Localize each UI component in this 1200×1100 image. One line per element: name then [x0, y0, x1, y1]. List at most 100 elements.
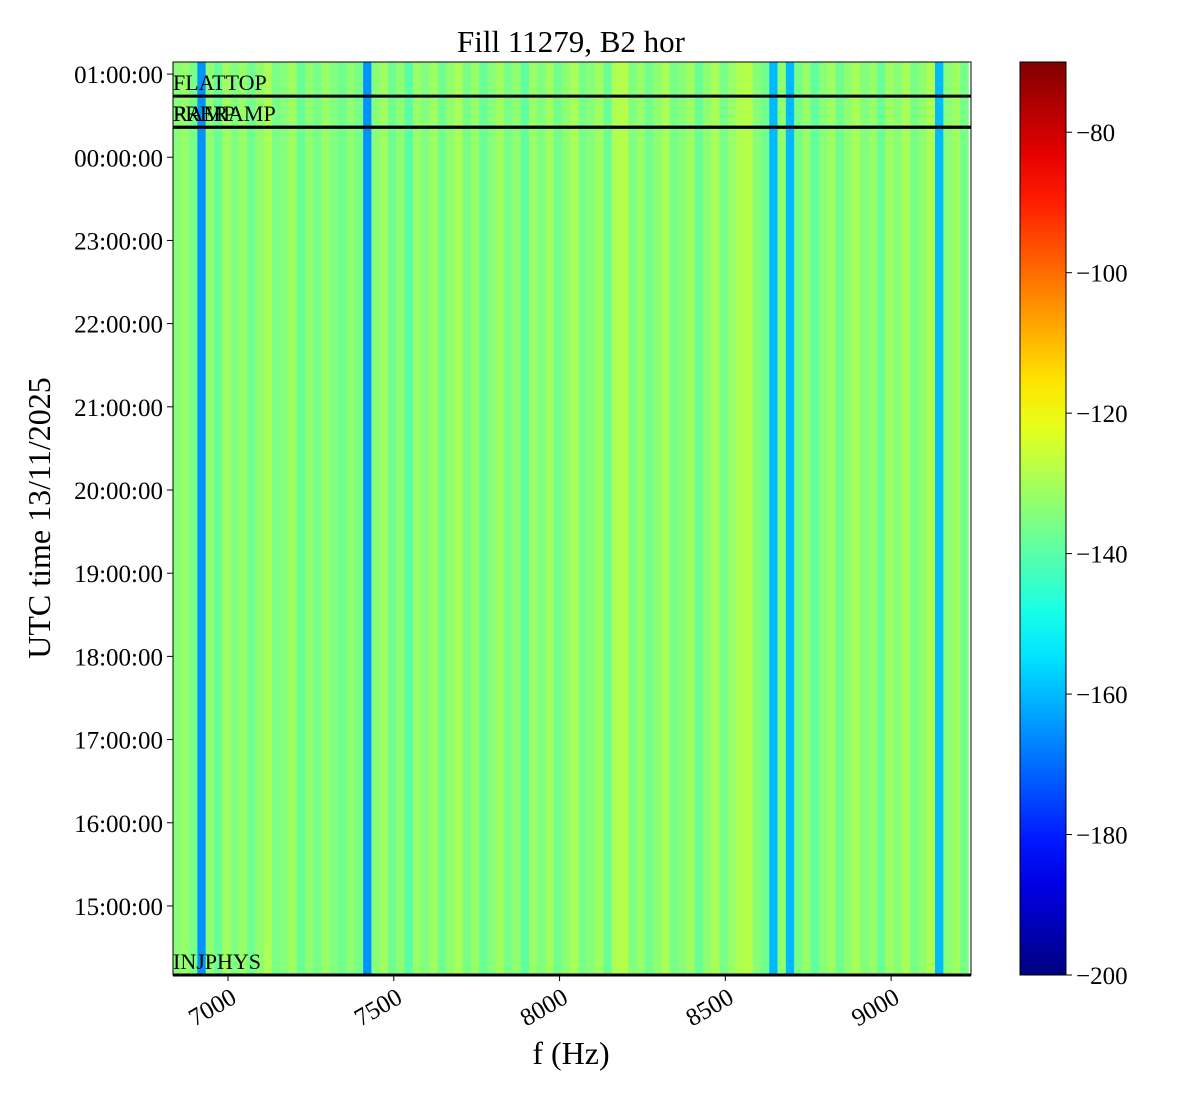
spectrogram-cell	[661, 62, 671, 975]
spectrogram-cell	[222, 62, 232, 975]
spectrogram-cell	[628, 62, 638, 975]
spectrogram-cell	[354, 62, 364, 975]
spectrogram-cell	[404, 62, 414, 975]
spectrogram-cell	[271, 62, 281, 975]
spectrogram-cell	[313, 62, 323, 975]
spectrogram-cell	[877, 62, 886, 975]
spectrogram-cell	[586, 62, 596, 975]
spectrogram-cell	[305, 62, 315, 975]
spectrogram-cell	[744, 62, 754, 975]
spectrogram-cell	[387, 62, 397, 975]
spectrogram-cell	[951, 62, 961, 975]
spectrogram-cell	[769, 62, 779, 975]
colorbar-tick-label: −80	[1076, 120, 1115, 147]
spectrogram-cell	[173, 62, 182, 975]
spectrogram-cell	[901, 62, 911, 975]
spectrogram-cell	[321, 62, 331, 975]
spectrogram-cell	[918, 62, 928, 975]
spectrogram-cell	[280, 62, 290, 975]
spectrogram-cell	[935, 62, 944, 975]
spectrogram-cell	[296, 62, 306, 975]
colorbar-tick-label: −120	[1076, 401, 1128, 428]
spectrogram-cell	[777, 62, 787, 975]
spectrogram-cell	[852, 62, 862, 975]
spectrogram-cell	[528, 62, 538, 975]
y-tick-label: 23:00:00	[74, 228, 163, 255]
spectrogram-cell	[255, 62, 265, 975]
spectrogram-cell	[429, 62, 439, 975]
spectrogram-cell	[694, 62, 704, 975]
x-tick-label: 7000	[184, 984, 241, 1032]
spectrogram-cell	[785, 62, 795, 975]
y-tick-label: 17:00:00	[74, 728, 163, 755]
x-axis-label: f (Hz)	[532, 1035, 609, 1071]
spectrogram-cell	[205, 62, 215, 975]
spectrogram-cell	[180, 62, 190, 975]
spectrogram-cell	[412, 62, 422, 975]
spectrogram-cell	[329, 62, 339, 975]
spectrogram-cell	[702, 62, 712, 975]
spectrogram-cell	[943, 62, 953, 975]
spectrogram-cell	[727, 62, 737, 975]
y-tick-label: 00:00:00	[74, 145, 163, 172]
y-tick-label: 01:00:00	[74, 62, 163, 89]
colorbar-tick-label: −160	[1076, 682, 1128, 709]
spectrogram-cell	[462, 62, 472, 975]
spectrogram-cell	[636, 62, 646, 975]
spectrogram-cell	[437, 62, 447, 975]
cells	[173, 62, 969, 975]
spectrogram-cell	[230, 62, 240, 975]
spectrogram-cell	[197, 62, 207, 975]
spectrogram-cell	[446, 62, 455, 975]
colorbar-tick-label: −180	[1076, 823, 1128, 850]
colorbar-fill	[1019, 61, 1067, 976]
spectrogram-cell	[736, 62, 745, 975]
spectrogram-cell	[454, 62, 464, 975]
x-tick-label: 9000	[847, 984, 904, 1032]
y-tick-label: 20:00:00	[74, 478, 163, 505]
spectrogram-cell	[669, 62, 679, 975]
colorbar-tick-label: −100	[1076, 261, 1128, 288]
spectrogram-cell	[371, 62, 381, 975]
spectrogram-cell	[719, 62, 729, 975]
spectrogram-cell	[810, 62, 820, 975]
spectrogram-cell	[338, 62, 348, 975]
spectrogram-cell	[595, 62, 605, 975]
spectrogram-cell	[611, 62, 621, 975]
spectrogram-cell	[959, 62, 969, 975]
spectrogram-cell	[620, 62, 629, 975]
spectrogram-cell	[537, 62, 547, 975]
mode-label: FLATTOP	[173, 70, 267, 95]
y-tick-label: 19:00:00	[74, 561, 163, 588]
spectrogram-cell	[711, 62, 721, 975]
spectrogram-cell	[421, 62, 431, 975]
spectrogram-cell	[189, 62, 198, 975]
spectrogram-cell	[802, 62, 812, 975]
spectrogram-cell	[653, 62, 663, 975]
spectrogram-cell	[238, 62, 248, 975]
spectrogram-cell	[396, 62, 406, 975]
spectrogram-cell	[247, 62, 256, 975]
y-tick-label: 15:00:00	[74, 894, 163, 921]
colorbar: −200 −180 −160 −140 −120 −100 −80	[1019, 61, 1128, 990]
spectrogram-cell	[860, 62, 870, 975]
y-tick-label: 22:00:00	[74, 312, 163, 339]
y-tick-label: 16:00:00	[74, 811, 163, 838]
mode-label: PRERAMP	[173, 101, 276, 126]
y-tick-label: 18:00:00	[74, 644, 163, 671]
spectrogram-cell	[644, 62, 654, 975]
spectrogram-cell	[520, 62, 530, 975]
chart-title: Fill 11279, B2 hor	[457, 24, 686, 59]
spectrogram-cell	[562, 62, 571, 975]
mode-label: INJPHYS	[173, 949, 261, 974]
spectrogram-cell	[752, 62, 762, 975]
x-tick-label: 8500	[682, 984, 739, 1032]
spectrogram-cell	[512, 62, 522, 975]
spectrogram-cell	[868, 62, 878, 975]
y-tick-label: 21:00:00	[74, 395, 163, 422]
spectrogram-cell	[843, 62, 853, 975]
x-tick-label: 7500	[350, 984, 407, 1032]
colorbar-tick-label: −140	[1076, 542, 1128, 569]
